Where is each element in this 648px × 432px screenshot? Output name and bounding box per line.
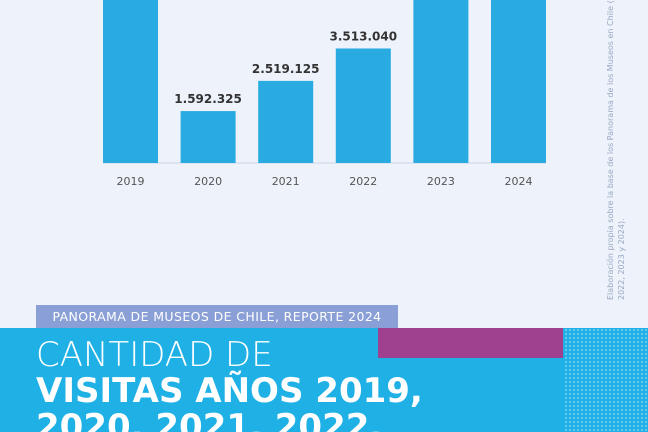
bar: [103, 0, 158, 164]
banner: PANORAMA DE MUSEOS DE CHILE, REPORTE 202…: [52, 309, 381, 324]
value-label: 3.513.040: [330, 29, 398, 43]
banner-box: [36, 305, 398, 328]
value-label: 2.519.125: [252, 62, 320, 76]
x-tick-label: 2021: [272, 175, 300, 188]
bar: [413, 0, 469, 164]
accent-bar: [378, 328, 563, 358]
title-line: 2020, 2021, 2022,: [36, 407, 382, 432]
bar: [335, 48, 391, 163]
source-line: 2022, 2023 y 2024).: [617, 218, 626, 300]
title-line: CANTIDAD DE: [36, 335, 273, 375]
value-label: 1.592.325: [174, 92, 242, 106]
x-tick-label: 2019: [117, 175, 145, 188]
x-tick-label: 2024: [505, 175, 533, 188]
dot-texture: [563, 328, 648, 432]
x-tick-label: 2020: [194, 175, 222, 188]
x-tick-label: 2023: [427, 175, 455, 188]
x-tick-label: 2022: [349, 175, 377, 188]
bar: [491, 0, 546, 164]
bar: [180, 111, 236, 163]
title-line: VISITAS AÑOS 2019,: [36, 370, 423, 411]
source-line: Elaboración propia sobre la base de los …: [605, 0, 615, 300]
source-note: Elaboración propia sobre la base de los …: [605, 0, 626, 300]
bar: [258, 80, 314, 163]
